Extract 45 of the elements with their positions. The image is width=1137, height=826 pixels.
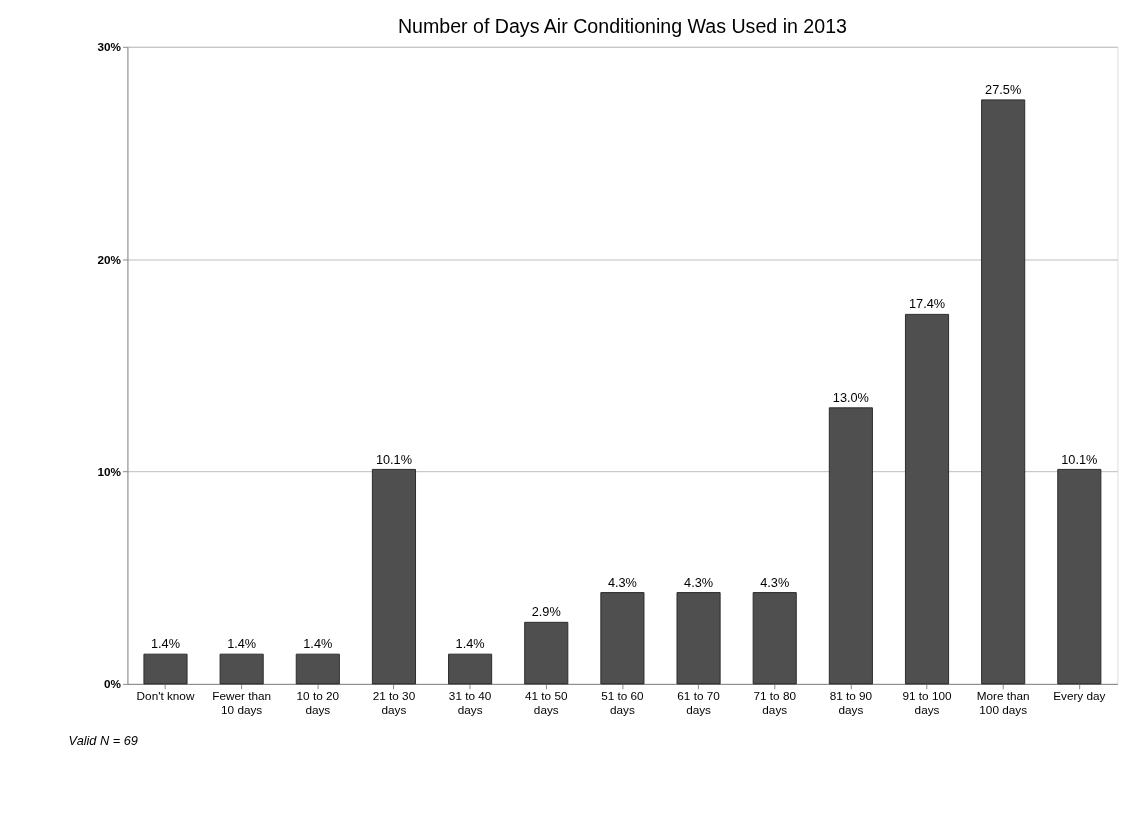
data-label: 2.9% xyxy=(531,604,561,620)
chart-title: Number of Days Air Conditioning Was Used in 2013 xyxy=(397,15,848,38)
x-tick-label: 21 to 30 days xyxy=(372,689,416,716)
data-label: 27.5% xyxy=(985,82,1022,97)
text: Valid N = 69 xyxy=(68,732,138,748)
bar xyxy=(981,99,1026,685)
x-tick-label: Every day xyxy=(1053,689,1106,703)
data-label: 1.4% xyxy=(455,636,485,652)
data-label: 10.1% xyxy=(375,451,413,467)
bar xyxy=(295,653,340,685)
data-label: 4.3% xyxy=(684,574,714,590)
data-label: 4.3% xyxy=(607,574,637,590)
bar xyxy=(219,653,264,685)
x-tick-label: 71 to 80 days xyxy=(753,689,797,716)
bar xyxy=(524,621,569,685)
y-tick-label: 20% xyxy=(97,252,122,266)
data-label: 10.1% xyxy=(1061,451,1098,467)
x-tick-label: 61 to 70 days xyxy=(677,689,721,716)
data-label: 1.4% xyxy=(227,636,257,652)
y-tick-label: 0% xyxy=(104,677,122,691)
x-tick-label: Fewer than 10 days xyxy=(212,689,272,716)
data-label: 4.3% xyxy=(760,574,790,590)
x-tick-label: 81 to 90 days xyxy=(829,689,873,716)
x-tick-label: 31 to 40 days xyxy=(448,689,492,716)
data-label: 1.4% xyxy=(150,636,181,652)
x-tick-label: More than 100 days xyxy=(976,689,1030,716)
bar xyxy=(676,592,721,685)
data-label: 1.4% xyxy=(303,636,333,652)
y-tick-label: 30% xyxy=(97,40,122,54)
y-tick-label: 10% xyxy=(97,464,122,478)
data-label: 17.4% xyxy=(908,296,946,312)
bar xyxy=(1057,468,1102,685)
bar xyxy=(600,592,645,685)
bar xyxy=(448,653,493,685)
bar xyxy=(904,313,950,685)
x-tick-label: 10 to 20 days xyxy=(296,689,340,716)
bar xyxy=(371,468,417,685)
bar xyxy=(752,592,797,685)
bar xyxy=(143,653,188,685)
bar xyxy=(828,407,873,685)
x-tick-label: 51 to 60 days xyxy=(601,689,645,716)
x-tick-label: Don't know xyxy=(136,689,195,703)
x-tick-label: 91 to 100 days xyxy=(902,689,952,716)
x-tick-label: 41 to 50 days xyxy=(525,689,568,716)
data-label: 13.0% xyxy=(832,389,869,405)
